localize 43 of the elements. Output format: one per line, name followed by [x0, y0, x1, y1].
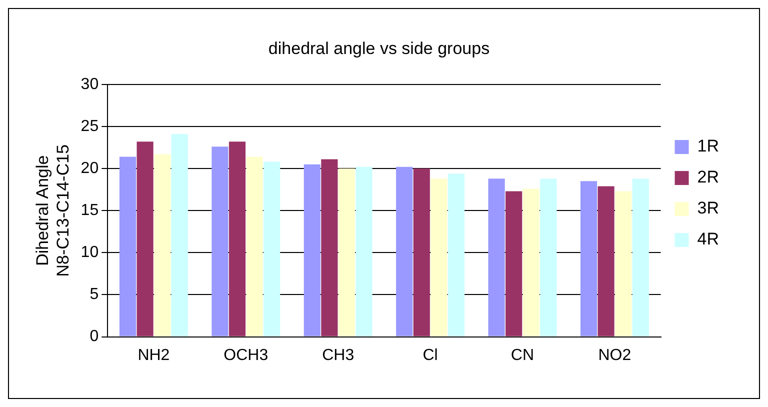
legend-label: 4R — [697, 230, 720, 249]
bar — [413, 168, 430, 336]
bar — [338, 168, 356, 336]
x-tick-label: NO2 — [598, 346, 632, 364]
legend-label: 1R — [697, 136, 720, 156]
bar — [396, 166, 413, 336]
y-tick-label: 30 — [80, 76, 99, 93]
bar — [171, 134, 188, 336]
bar — [448, 174, 465, 336]
y-tick-label: 5 — [90, 286, 99, 304]
bar — [356, 166, 372, 336]
bar — [321, 159, 338, 336]
x-tick-label: NH2 — [138, 346, 170, 364]
bar — [228, 142, 246, 336]
bar — [119, 156, 136, 336]
y-tick-label: 10 — [80, 244, 99, 262]
bar — [264, 162, 280, 336]
legend-label: 3R — [697, 198, 720, 218]
y-tick-label: 20 — [80, 160, 99, 177]
y-axis-title: Dihedral Angle N8-C13-C14-C15 — [32, 144, 72, 277]
bar — [488, 178, 505, 336]
bar — [598, 186, 614, 336]
bar — [154, 154, 171, 336]
x-tick-label: CH3 — [322, 346, 354, 364]
bar — [304, 164, 320, 336]
bar — [522, 188, 540, 336]
bar — [212, 146, 228, 336]
x-tick-label: Cl — [422, 346, 438, 364]
y-tick-label: 15 — [80, 202, 99, 220]
bar — [540, 178, 557, 336]
bar — [136, 142, 154, 336]
bar — [580, 181, 598, 336]
y-tick-label: 0 — [90, 328, 99, 346]
chart-title: dihedral angle vs side groups — [268, 38, 490, 58]
legend-label: 2R — [697, 168, 720, 187]
bar — [430, 178, 448, 336]
y-tick-label: 25 — [80, 118, 99, 135]
x-tick-label: CN — [510, 346, 534, 364]
bar — [506, 191, 522, 336]
bar — [632, 178, 649, 336]
bar — [615, 191, 632, 336]
bar — [246, 156, 263, 336]
x-tick-label: OCH3 — [224, 346, 268, 364]
